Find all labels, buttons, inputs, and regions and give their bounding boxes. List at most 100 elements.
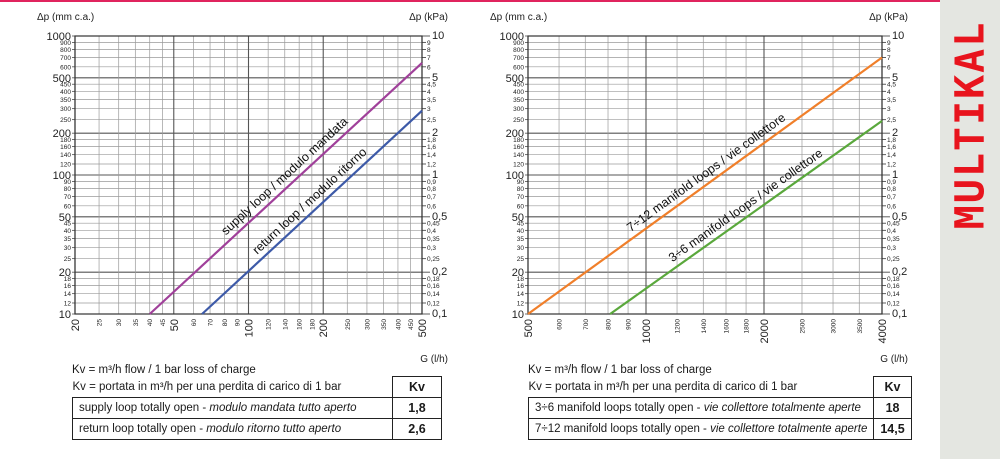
- y-tick-label-right: 4: [887, 89, 891, 96]
- y-tick-label-right: 0,16: [427, 283, 440, 290]
- x-tick-label: 300: [364, 319, 371, 330]
- y-tick-label-left: 600: [513, 64, 524, 71]
- series-line: [201, 109, 423, 315]
- y-tick-label-left: 900: [513, 40, 524, 47]
- kv-note-it: Kv = portata in m³/h per una perdita di …: [528, 380, 798, 393]
- kv-note-right: Kv = m³/h flow / 1 bar loss of charge: [528, 363, 712, 377]
- x-tick-label: 3500: [857, 319, 864, 334]
- y-tick-label-left: 14: [517, 291, 525, 298]
- x-tick-label: 35: [133, 319, 140, 327]
- x-tick-label: 120: [266, 319, 273, 330]
- y-tick-label-left: 800: [60, 47, 71, 54]
- y-tick-label-left: 300: [60, 106, 71, 113]
- x-tick-label: 100: [244, 319, 256, 337]
- y-tick-label-left: 18: [517, 276, 525, 283]
- y-axis-label-right: Δp (kPa): [869, 12, 908, 23]
- y-tick-label-left: 120: [513, 161, 524, 168]
- y-tick-label-left: 200: [53, 128, 71, 140]
- x-tick-label: 80: [222, 319, 229, 327]
- x-tick-label: 1400: [701, 319, 708, 334]
- y-tick-label-left: 90: [64, 179, 72, 186]
- y-tick-label-left: 100: [53, 170, 71, 182]
- chart-right: 1012141618202530354045506070809010012014…: [490, 12, 908, 365]
- y-tick-label-left: 90: [517, 179, 525, 186]
- y-tick-label-right: 4: [427, 89, 431, 96]
- y-tick-label-right: 0,35: [887, 236, 900, 243]
- y-tick-label-left: 600: [60, 64, 71, 71]
- x-tick-label: 400: [395, 319, 402, 330]
- x-tick-label: 20: [70, 319, 82, 331]
- y-tick-label-left: 500: [53, 73, 71, 85]
- y-tick-label-left: 160: [513, 144, 524, 151]
- x-tick-label: 700: [583, 319, 590, 330]
- y-tick-label-right: 3,5: [887, 97, 896, 104]
- x-tick-label: 800: [606, 319, 613, 330]
- y-tick-label-left: 180: [513, 137, 524, 144]
- y-tick-label-right: 0,45: [427, 221, 440, 228]
- y-tick-label-right: 0,45: [887, 221, 900, 228]
- y-tick-label-right: 0,3: [427, 245, 436, 252]
- y-tick-label-right: 0,7: [887, 194, 896, 201]
- y-tick-label-right: 10: [892, 30, 904, 42]
- y-tick-label-right: 0,1: [432, 308, 447, 320]
- y-tick-label-left: 70: [64, 194, 72, 201]
- y-tick-label-right: 0,9: [887, 179, 896, 186]
- y-tick-label-right: 0,18: [427, 276, 440, 283]
- brand-text: MULTIKAL: [947, 20, 993, 230]
- y-tick-label-left: 800: [513, 47, 524, 54]
- y-tick-label-left: 40: [64, 228, 72, 235]
- kv-row-value: 18: [873, 397, 912, 419]
- y-tick-label-right: 1: [432, 169, 438, 181]
- y-tick-label-left: 40: [517, 228, 525, 235]
- x-tick-label: 90: [235, 319, 242, 327]
- x-tick-label: 50: [169, 319, 181, 331]
- kv-table-right: Kv = portata in m³/h per una perdita di …: [527, 376, 912, 440]
- top-accent-rule: [0, 0, 1000, 2]
- y-axis-label-left: Δp (mm c.a.): [490, 12, 547, 23]
- x-tick-label: 600: [557, 319, 564, 330]
- y-tick-label-right: 0,9: [427, 179, 436, 186]
- y-tick-label-left: 70: [517, 194, 525, 201]
- x-tick-label: 900: [626, 319, 633, 330]
- x-tick-label: 70: [208, 319, 215, 327]
- y-tick-label-right: 9: [887, 40, 891, 47]
- y-tick-label-right: 1,8: [427, 137, 436, 144]
- y-tick-label-left: 700: [60, 55, 71, 62]
- y-tick-label-left: 900: [60, 40, 71, 47]
- x-tick-label: 1200: [675, 319, 682, 334]
- x-tick-label: 30: [116, 319, 123, 327]
- y-tick-label-right: 1: [892, 169, 898, 181]
- y-tick-label-left: 14: [64, 291, 72, 298]
- y-tick-label-right: 10: [432, 30, 444, 42]
- table-row: supply loop totally open - modulo mandat…: [72, 397, 442, 419]
- x-tick-label: 4000: [877, 319, 889, 343]
- y-tick-label-right: 0,5: [432, 211, 447, 223]
- y-tick-label-left: 60: [64, 203, 72, 210]
- y-tick-label-right: 1,6: [887, 144, 896, 151]
- y-tick-label-right: 9: [427, 40, 431, 47]
- y-tick-label-right: 0,14: [887, 291, 900, 298]
- x-axis-label: G (l/h): [420, 354, 448, 365]
- y-tick-label-right: 0,3: [887, 245, 896, 252]
- y-tick-label-left: 80: [64, 186, 72, 193]
- y-tick-label-right: 3: [887, 106, 891, 113]
- y-axis-label-right: Δp (kPa): [409, 12, 448, 23]
- y-tick-label-left: 60: [517, 203, 525, 210]
- y-tick-label-right: 1,2: [887, 161, 896, 168]
- y-tick-label-left: 140: [513, 152, 524, 159]
- y-tick-label-left: 300: [513, 106, 524, 113]
- y-tick-label-left: 200: [506, 128, 524, 140]
- y-tick-label-left: 80: [517, 186, 525, 193]
- y-tick-label-right: 1,4: [427, 152, 436, 159]
- y-tick-label-left: 25: [517, 256, 525, 263]
- kv-header-row: Kv = portata in m³/h per una perdita di …: [72, 376, 442, 398]
- y-tick-label-right: 0,6: [887, 203, 896, 210]
- kv-note-it: Kv = portata in m³/h per una perdita di …: [72, 380, 342, 393]
- y-tick-label-left: 500: [506, 73, 524, 85]
- series-line: [148, 62, 423, 315]
- y-tick-label-left: 350: [513, 97, 524, 104]
- y-tick-label-right: 0,4: [887, 228, 896, 235]
- y-tick-label-left: 450: [513, 82, 524, 89]
- y-tick-label-left: 10: [512, 309, 524, 321]
- y-tick-label-right: 0,12: [427, 300, 440, 307]
